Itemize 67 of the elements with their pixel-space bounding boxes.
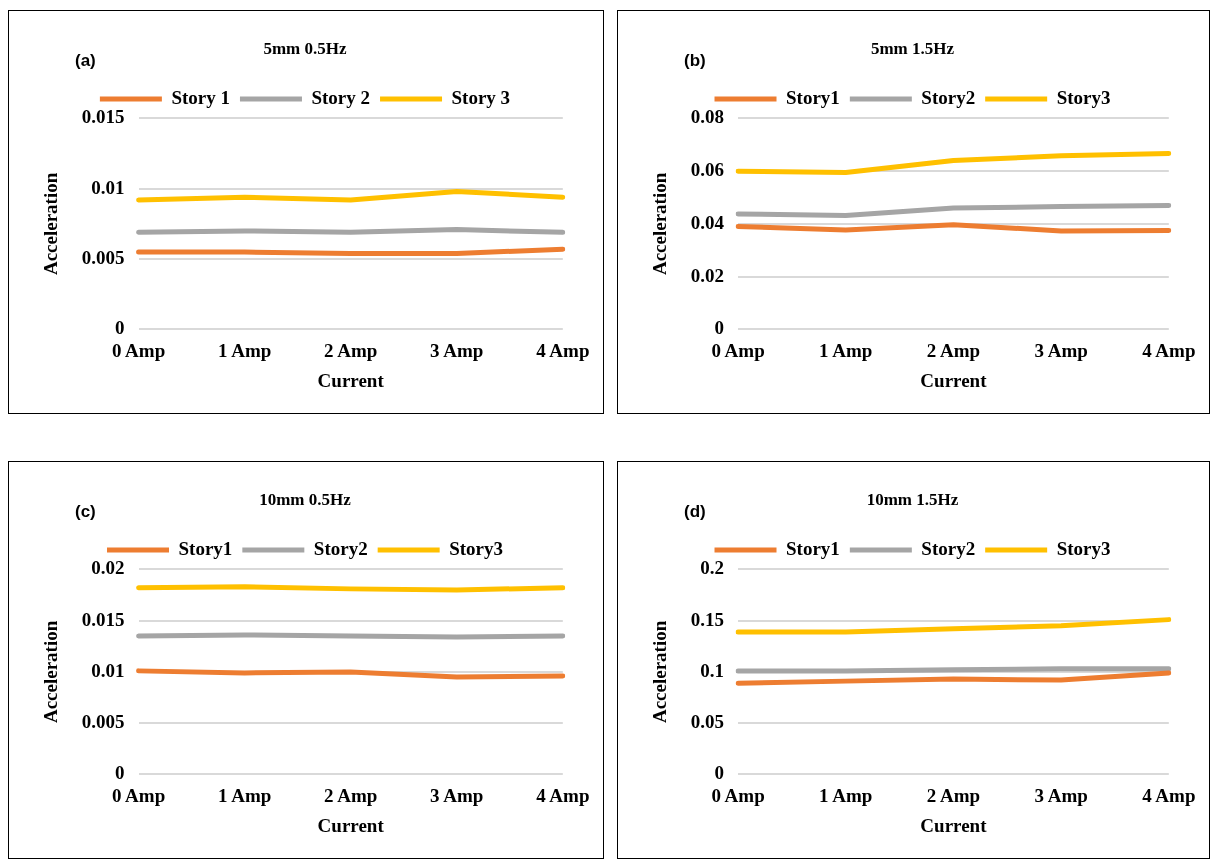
x-tick-label: 4 Amp xyxy=(536,784,590,806)
x-tick-label: 2 Amp xyxy=(324,784,378,806)
y-tick-label: 0 xyxy=(714,317,725,339)
y-tick-label: 0 xyxy=(115,317,125,339)
y-tick-label: 0.015 xyxy=(81,106,125,128)
x-tick-label: 3 Amp xyxy=(430,339,484,361)
x-axis-title: Current xyxy=(317,369,385,391)
x-tick-label: 1 Amp xyxy=(217,339,272,361)
y-tick-label: 0.01 xyxy=(91,659,125,681)
y-tick-label: 0 xyxy=(714,762,725,784)
legend-label: Story 2 xyxy=(311,86,371,108)
x-tick-label: 4 Amp xyxy=(1142,339,1196,361)
text: (b) xyxy=(684,51,706,71)
y-tick-label: 0.015 xyxy=(81,608,125,630)
legend-label: Story1 xyxy=(786,537,840,559)
x-tick-label: 3 Amp xyxy=(430,784,484,806)
chart-title: 5mm 0.5Hz xyxy=(263,38,347,58)
chart-title: 5mm 1.5Hz xyxy=(870,38,955,58)
y-tick-label: 0.02 xyxy=(690,264,725,286)
legend-label: Story3 xyxy=(1056,537,1111,559)
y-tick-label: 0.06 xyxy=(690,159,725,181)
y-tick-label: 0 xyxy=(115,762,125,784)
y-axis-title: Acceleration xyxy=(40,172,62,276)
y-tick-label: 0.08 xyxy=(690,106,725,128)
x-tick-label: 4 Amp xyxy=(1142,784,1196,806)
y-tick-label: 0.02 xyxy=(91,557,125,579)
y-tick-label: 0.2 xyxy=(700,557,725,579)
text: (d) xyxy=(684,502,706,522)
chart-title: 10mm 1.5Hz xyxy=(866,489,959,509)
x-tick-label: 1 Amp xyxy=(217,784,272,806)
y-tick-label: 0.005 xyxy=(81,711,125,733)
y-tick-label: 0.15 xyxy=(690,608,725,630)
legend-label: Story 1 xyxy=(171,86,230,108)
chart-title: 10mm 0.5Hz xyxy=(259,489,352,509)
x-tick-label: 1 Amp xyxy=(819,784,873,806)
x-axis-title: Current xyxy=(920,814,988,836)
legend-label: Story 3 xyxy=(451,86,511,108)
y-axis-title: Acceleration xyxy=(649,620,671,724)
x-tick-label: 4 Amp xyxy=(536,339,590,361)
x-tick-label: 0 Amp xyxy=(711,339,765,361)
y-tick-label: 0.04 xyxy=(690,211,725,233)
x-tick-label: 0 Amp xyxy=(111,339,166,361)
y-tick-label: 0.05 xyxy=(690,711,725,733)
y-axis-title: Acceleration xyxy=(649,172,671,276)
x-axis-title: Current xyxy=(920,369,988,391)
legend-label: Story2 xyxy=(921,86,976,108)
legend-label: Story1 xyxy=(786,86,840,108)
y-tick-label: 0.005 xyxy=(81,246,125,268)
x-tick-label: 2 Amp xyxy=(926,339,981,361)
y-tick-label: 0.1 xyxy=(700,659,725,681)
text: (c) xyxy=(75,502,96,522)
x-tick-label: 3 Amp xyxy=(1034,784,1088,806)
x-tick-label: 2 Amp xyxy=(926,784,981,806)
legend-label: Story2 xyxy=(313,537,368,559)
x-tick-label: 0 Amp xyxy=(711,784,765,806)
x-tick-label: 1 Amp xyxy=(819,339,873,361)
x-axis-title: Current xyxy=(317,814,385,836)
legend-label: Story2 xyxy=(921,537,976,559)
x-tick-label: 3 Amp xyxy=(1034,339,1088,361)
text: (a) xyxy=(75,51,96,71)
legend-label: Story3 xyxy=(449,537,503,559)
y-tick-label: 0.01 xyxy=(91,176,125,198)
x-tick-label: 2 Amp xyxy=(324,339,378,361)
legend-label: Story1 xyxy=(178,537,233,559)
x-tick-label: 0 Amp xyxy=(111,784,166,806)
legend-label: Story3 xyxy=(1056,86,1111,108)
y-axis-title: Acceleration xyxy=(40,620,62,724)
